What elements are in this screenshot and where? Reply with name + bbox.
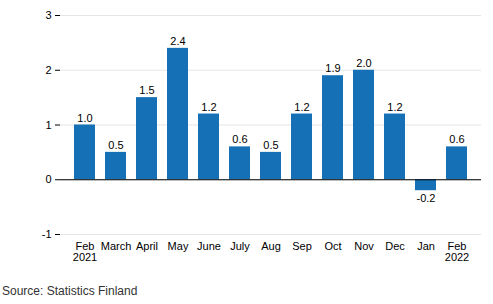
svg-text:March: March (101, 240, 132, 252)
svg-text:April: April (136, 240, 158, 252)
svg-text:July: July (230, 240, 250, 252)
svg-text:1.2: 1.2 (387, 101, 402, 113)
svg-text:1.0: 1.0 (77, 112, 92, 124)
svg-text:Sep: Sep (292, 240, 312, 252)
svg-text:1.5: 1.5 (139, 84, 154, 96)
svg-text:-1: -1 (42, 228, 52, 240)
svg-text:Feb2022: Feb2022 (445, 240, 469, 263)
svg-text:1.2: 1.2 (294, 101, 309, 113)
svg-text:Dec: Dec (385, 240, 405, 252)
svg-text:0.6: 0.6 (232, 133, 247, 145)
svg-text:2.4: 2.4 (170, 35, 185, 47)
svg-text:2: 2 (45, 64, 51, 76)
svg-text:Aug: Aug (261, 240, 281, 252)
svg-text:Nov: Nov (354, 240, 374, 252)
svg-text:0.6: 0.6 (449, 133, 464, 145)
svg-text:0.5: 0.5 (108, 139, 123, 151)
svg-text:-0.2: -0.2 (417, 192, 436, 204)
html-text:Source: Statistics Finland: Source: Statistics Finland (2, 284, 138, 298)
svg-text:June: June (197, 240, 221, 252)
svg-text:0: 0 (45, 173, 51, 185)
svg-text:Feb2021: Feb2021 (73, 240, 97, 263)
svg-text:Jan: Jan (417, 240, 435, 252)
svg-text:0.5: 0.5 (263, 139, 278, 151)
svg-text:1.2: 1.2 (201, 101, 216, 113)
svg-text:1.9: 1.9 (325, 62, 340, 74)
svg-text:Oct: Oct (324, 240, 341, 252)
svg-text:1: 1 (45, 119, 51, 131)
svg-text:May: May (168, 240, 189, 252)
svg-text:2.0: 2.0 (356, 57, 371, 69)
svg-text:3: 3 (45, 9, 51, 21)
